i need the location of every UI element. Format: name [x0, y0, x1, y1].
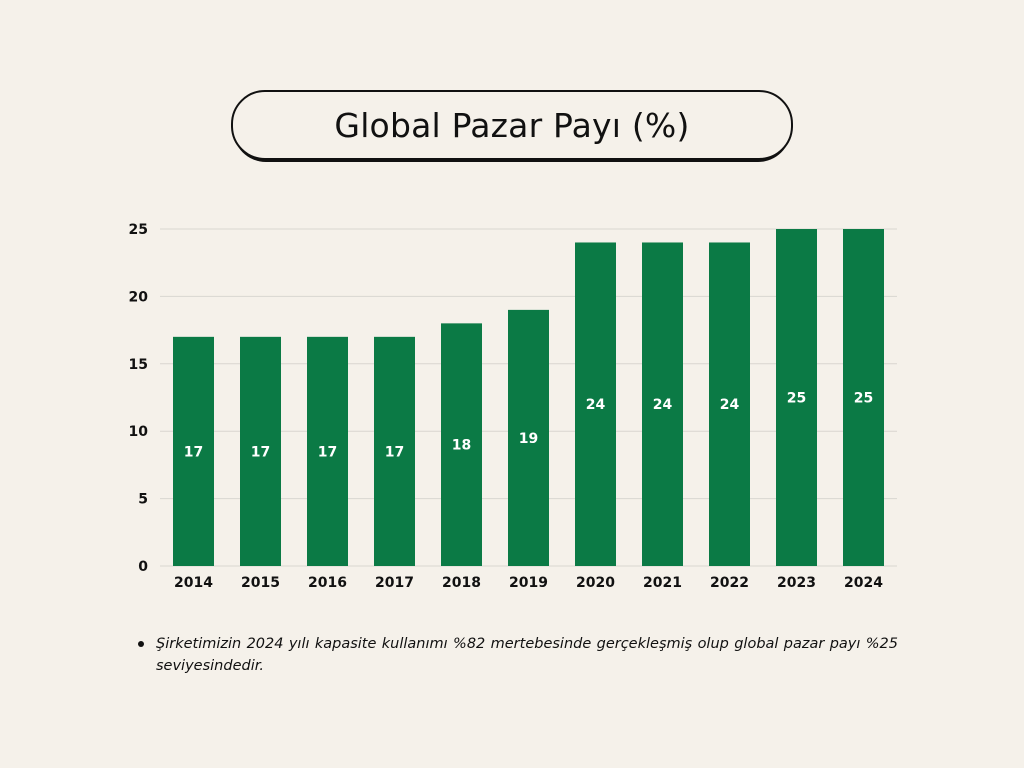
- x-tick-label: 2017: [375, 575, 414, 591]
- x-tick-label: 2018: [442, 575, 481, 591]
- data-label: 17: [385, 444, 404, 460]
- bar: [173, 336, 214, 566]
- data-label: 24: [586, 397, 606, 413]
- y-tick-label: 10: [129, 424, 149, 440]
- bar: [374, 336, 415, 566]
- data-label: 24: [653, 397, 673, 413]
- note-text: Şirketimizin 2024 yılı kapasite kullanım…: [156, 636, 898, 674]
- bar: [575, 242, 616, 567]
- note-list-item: Şirketimizin 2024 yılı kapasite kullanım…: [138, 633, 898, 677]
- bar: [776, 229, 817, 566]
- x-tick-label: 2021: [643, 575, 682, 591]
- y-tick-label: 20: [129, 289, 149, 305]
- chart-title-banner: Global Pazar Payı (%): [231, 90, 793, 166]
- data-label: 24: [720, 397, 740, 413]
- data-label: 17: [251, 444, 270, 460]
- x-tick-label: 2022: [710, 575, 749, 591]
- x-tick-label: 2014: [174, 575, 213, 591]
- data-label: 25: [854, 391, 873, 407]
- y-tick-label: 5: [138, 492, 148, 508]
- x-tick-label: 2015: [241, 575, 280, 591]
- bar: [642, 242, 683, 567]
- x-tick-label: 2023: [777, 575, 816, 591]
- x-tick-label: 2016: [308, 575, 347, 591]
- bar-chart: 0 5 10 15 20 25 17 2014 17 2015 17 2016 17 2017 18 2018…: [129, 222, 897, 591]
- bullet-icon: [138, 641, 144, 647]
- data-label: 17: [318, 444, 337, 460]
- x-tick-label: 2020: [576, 575, 615, 591]
- bar: [843, 229, 884, 566]
- data-label: 25: [787, 391, 806, 407]
- y-tick-label: 15: [129, 357, 148, 373]
- bar: [240, 336, 281, 566]
- data-label: 17: [184, 444, 203, 460]
- title-banner-pill: Global Pazar Payı (%): [231, 90, 793, 160]
- bar: [508, 309, 549, 566]
- y-tick-label: 25: [129, 222, 148, 238]
- bar: [441, 323, 482, 566]
- x-tick-label: 2024: [844, 575, 883, 591]
- y-tick-label: 0: [138, 559, 148, 575]
- bar: [307, 336, 348, 566]
- chart-title: Global Pazar Payı (%): [334, 105, 690, 145]
- x-tick-label: 2019: [509, 575, 548, 591]
- bar: [709, 242, 750, 567]
- data-label: 19: [519, 431, 538, 447]
- data-label: 18: [452, 438, 471, 454]
